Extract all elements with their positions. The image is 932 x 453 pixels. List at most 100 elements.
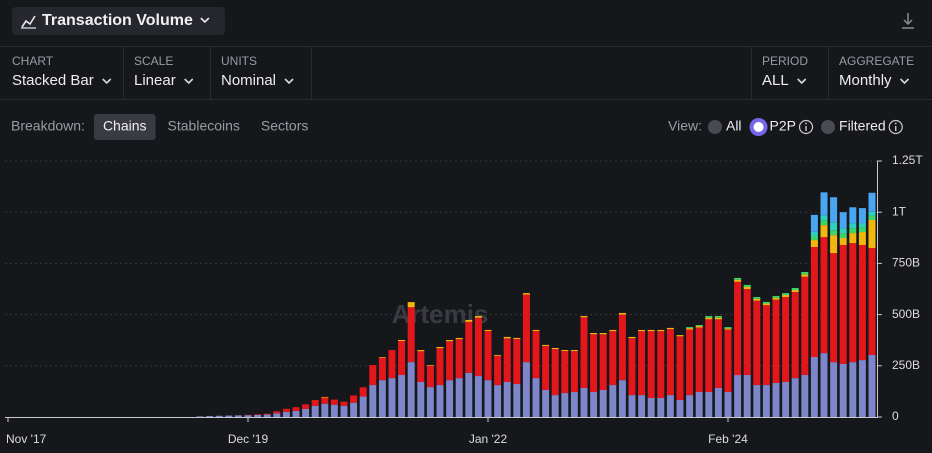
breakdown-tab[interactable]: Chains — [103, 118, 147, 134]
bar-segment — [340, 405, 348, 417]
bar-segment — [638, 331, 646, 396]
bar-segment — [532, 329, 540, 331]
bar-segment — [714, 319, 722, 388]
bar-segment — [609, 331, 617, 386]
bar-segment — [503, 381, 511, 417]
bar-segment — [686, 328, 694, 330]
control-value[interactable]: Stacked Bar — [12, 72, 94, 89]
control-value[interactable]: Linear — [134, 72, 176, 89]
bar-segment — [570, 350, 578, 352]
bar-segment — [503, 338, 511, 382]
control-value[interactable]: Nominal — [221, 72, 276, 89]
bar-segment — [830, 197, 838, 223]
bar-segment — [494, 355, 502, 386]
bar-segment — [868, 219, 876, 249]
bar-segment — [743, 286, 751, 289]
bar-segment — [849, 228, 857, 234]
radio[interactable] — [707, 120, 722, 134]
bar-segment — [484, 380, 492, 417]
bar-segment — [714, 317, 722, 320]
bar-segment — [801, 272, 809, 275]
bar-segment — [407, 362, 415, 417]
control-value[interactable]: ALL — [762, 72, 789, 89]
bar-segment — [839, 363, 847, 417]
bar-segment — [849, 207, 857, 224]
bar-segment — [743, 289, 751, 376]
bar-segment — [436, 348, 444, 386]
view-option[interactable]: All — [726, 118, 742, 134]
bar-segment — [743, 375, 751, 417]
bar-segment — [839, 244, 847, 364]
x-tick-label: Dec '19 — [228, 432, 269, 446]
radio[interactable] — [821, 120, 836, 134]
bar-segment — [196, 416, 204, 417]
bar-segment — [782, 381, 790, 417]
bar-segment — [858, 223, 866, 228]
bar-segment — [580, 387, 588, 417]
control-label: AGGREGATE — [839, 54, 914, 68]
bar-segment — [868, 354, 876, 417]
bar-segment — [321, 396, 329, 398]
bar-segment — [839, 212, 847, 229]
bar-segment — [561, 393, 569, 417]
bar-segment — [753, 296, 761, 299]
control-value[interactable]: Monthly — [839, 72, 892, 89]
bar-segment — [724, 327, 732, 329]
bar-segment — [215, 415, 223, 417]
bar-segment — [330, 399, 338, 405]
bar-segment — [666, 327, 674, 330]
bar-segment — [705, 317, 713, 320]
bar-segment — [378, 356, 386, 358]
bar-segment — [225, 415, 233, 417]
bar-segment — [407, 307, 415, 363]
control-label: SCALE — [134, 54, 173, 68]
view-option[interactable]: Filtered — [839, 118, 886, 134]
bar-segment — [849, 362, 857, 417]
bar-segment — [810, 247, 818, 357]
download-icon[interactable] — [902, 13, 914, 29]
bar-segment — [868, 215, 876, 220]
bar-segment — [436, 346, 444, 349]
view-option[interactable]: P2P — [770, 118, 796, 134]
bar-segment — [282, 411, 290, 417]
breakdown-tab[interactable]: Sectors — [261, 118, 308, 134]
bar-segment — [474, 376, 482, 417]
bar-segment — [849, 223, 857, 229]
bar-segment — [849, 243, 857, 363]
bar-segment — [839, 228, 847, 234]
radio[interactable] — [749, 118, 768, 136]
bar-segment — [570, 351, 578, 393]
bar-segment — [542, 344, 550, 346]
bar-segment — [734, 277, 742, 280]
bar-segment — [858, 208, 866, 224]
bar-segment — [417, 351, 425, 382]
bar-segment — [695, 327, 703, 393]
title-button[interactable] — [12, 7, 225, 35]
bar-segment — [254, 414, 262, 415]
bar-segment — [513, 337, 521, 339]
page-title: Transaction Volume — [42, 12, 193, 29]
breakdown-tab[interactable]: Stablecoins — [168, 118, 240, 134]
bar-segment — [753, 385, 761, 417]
bar-segment — [743, 284, 751, 287]
bar-segment — [551, 349, 559, 396]
x-tick-label: Feb '24 — [708, 432, 748, 446]
y-tick-label: 750B — [892, 256, 920, 270]
bar-segment — [647, 329, 655, 332]
bar-segment — [628, 395, 636, 417]
bar-segment — [810, 214, 818, 232]
bar-segment — [772, 299, 780, 384]
bar-segment — [359, 387, 367, 397]
bar-segment — [378, 380, 386, 417]
tab-chip[interactable] — [93, 114, 156, 140]
bar-segment — [388, 350, 396, 379]
bar-segment — [426, 364, 434, 366]
bar-segment — [426, 365, 434, 388]
bar-segment — [810, 240, 818, 248]
control-separators — [123, 47, 829, 99]
bar-segment — [455, 378, 463, 417]
bar-segment — [321, 397, 329, 404]
y-tick-label: 1T — [892, 204, 907, 218]
bar-segment — [753, 300, 761, 386]
bar-segment — [522, 294, 530, 363]
